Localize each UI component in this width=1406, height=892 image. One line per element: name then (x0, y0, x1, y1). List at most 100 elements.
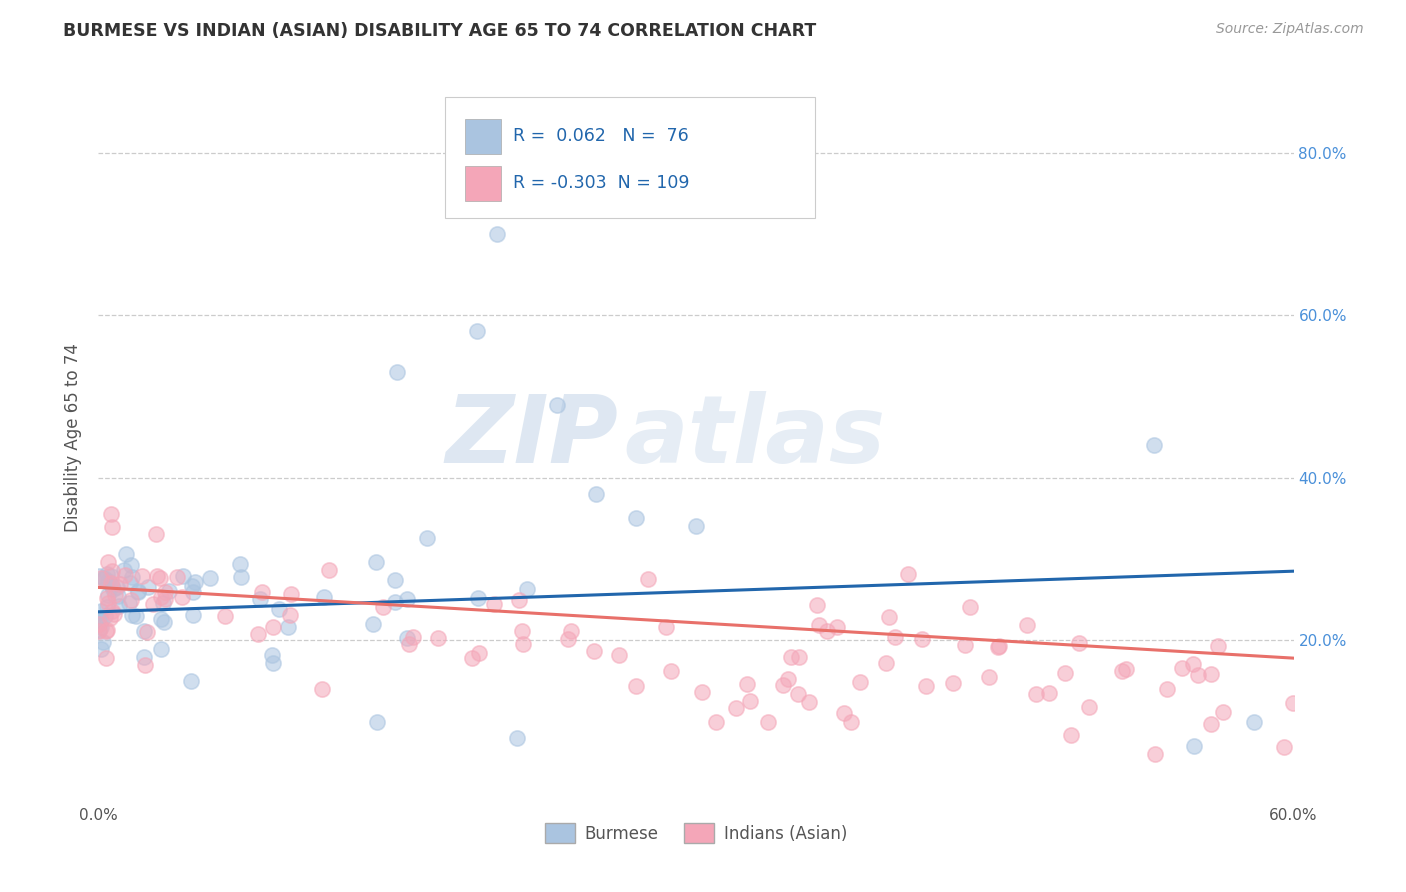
Point (910, 632, 932, 647)
Point (779, 649, 801, 664)
Point (100, 508, 122, 522)
Point (87, 623, 110, 637)
Point (120, 558, 142, 573)
Point (97, 555, 120, 569)
Point (384, 595, 406, 609)
Point (1206, 639, 1229, 653)
Point (1025, 687, 1047, 701)
Point (150, 590, 173, 604)
Point (96, 623, 118, 637)
Point (776, 672, 799, 686)
Point (96, 567, 118, 582)
Point (89, 613, 111, 627)
Point (120, 593, 142, 607)
Text: R = -0.303  N = 109: R = -0.303 N = 109 (513, 174, 689, 193)
Point (97, 574, 120, 588)
Point (560, 624, 582, 638)
Text: atlas: atlas (624, 391, 886, 483)
Point (89, 569, 111, 583)
Point (108, 576, 131, 591)
Point (467, 591, 489, 606)
Point (384, 573, 406, 587)
Point (229, 557, 252, 571)
Point (877, 609, 900, 624)
Point (262, 648, 284, 662)
Point (87, 617, 110, 632)
Point (637, 572, 659, 586)
Point (506, 731, 529, 745)
Point (1182, 657, 1205, 671)
Point (152, 596, 174, 610)
Point (510, 624, 533, 638)
Point (121, 570, 143, 584)
Point (1067, 636, 1090, 650)
Legend: Burmese, Indians (Asian): Burmese, Indians (Asian) (538, 817, 853, 849)
Point (1115, 662, 1137, 676)
Point (150, 641, 173, 656)
Point (685, 519, 707, 533)
Point (1187, 668, 1209, 682)
Point (806, 598, 828, 612)
Point (465, 325, 488, 339)
Point (1078, 700, 1101, 714)
Point (246, 626, 269, 640)
Point (1272, 740, 1295, 755)
Point (114, 547, 136, 561)
Point (104, 588, 127, 602)
Point (415, 531, 437, 545)
Point (134, 624, 156, 639)
Point (557, 632, 579, 647)
Point (738, 694, 761, 708)
Bar (465, 119, 501, 154)
Point (98, 611, 121, 625)
Point (100, 568, 122, 582)
Point (508, 593, 530, 607)
Point (181, 607, 204, 622)
Point (482, 597, 505, 611)
Point (105, 580, 128, 594)
Point (181, 579, 204, 593)
Point (145, 527, 167, 541)
Point (1182, 739, 1205, 753)
Text: BURMESE VS INDIAN (ASIAN) DISABILITY AGE 65 TO 74 CORRELATION CHART: BURMESE VS INDIAN (ASIAN) DISABILITY AGE… (63, 22, 817, 40)
Point (426, 631, 449, 645)
Point (1143, 747, 1166, 761)
Text: Source: ZipAtlas.com: Source: ZipAtlas.com (1216, 22, 1364, 37)
Point (398, 637, 420, 651)
Point (90, 641, 112, 656)
Point (172, 591, 194, 605)
Point (546, 398, 568, 412)
Point (1243, 714, 1265, 729)
Point (214, 609, 236, 624)
Point (267, 602, 290, 616)
Point (1212, 706, 1234, 720)
Point (252, 584, 274, 599)
Point (1060, 728, 1083, 742)
Point (396, 592, 419, 607)
Point (101, 604, 124, 618)
Point (364, 555, 387, 569)
Point (90, 620, 112, 634)
Point (101, 520, 124, 534)
Point (101, 582, 124, 596)
Point (624, 679, 647, 693)
Point (278, 608, 301, 623)
Point (91, 635, 114, 649)
Point (249, 591, 271, 606)
Point (87, 624, 110, 638)
Y-axis label: Disability Age 65 to 74: Disability Age 65 to 74 (65, 343, 83, 532)
Point (735, 677, 758, 691)
Point (93, 571, 115, 585)
Point (1156, 681, 1178, 696)
Point (277, 620, 299, 634)
Text: ZIP: ZIP (446, 391, 619, 483)
Point (839, 714, 862, 729)
Point (96, 600, 118, 615)
Point (659, 664, 682, 678)
Point (832, 706, 855, 721)
Point (94, 624, 117, 638)
Point (848, 675, 870, 690)
Point (229, 570, 252, 584)
Point (149, 571, 172, 585)
Point (136, 580, 159, 594)
